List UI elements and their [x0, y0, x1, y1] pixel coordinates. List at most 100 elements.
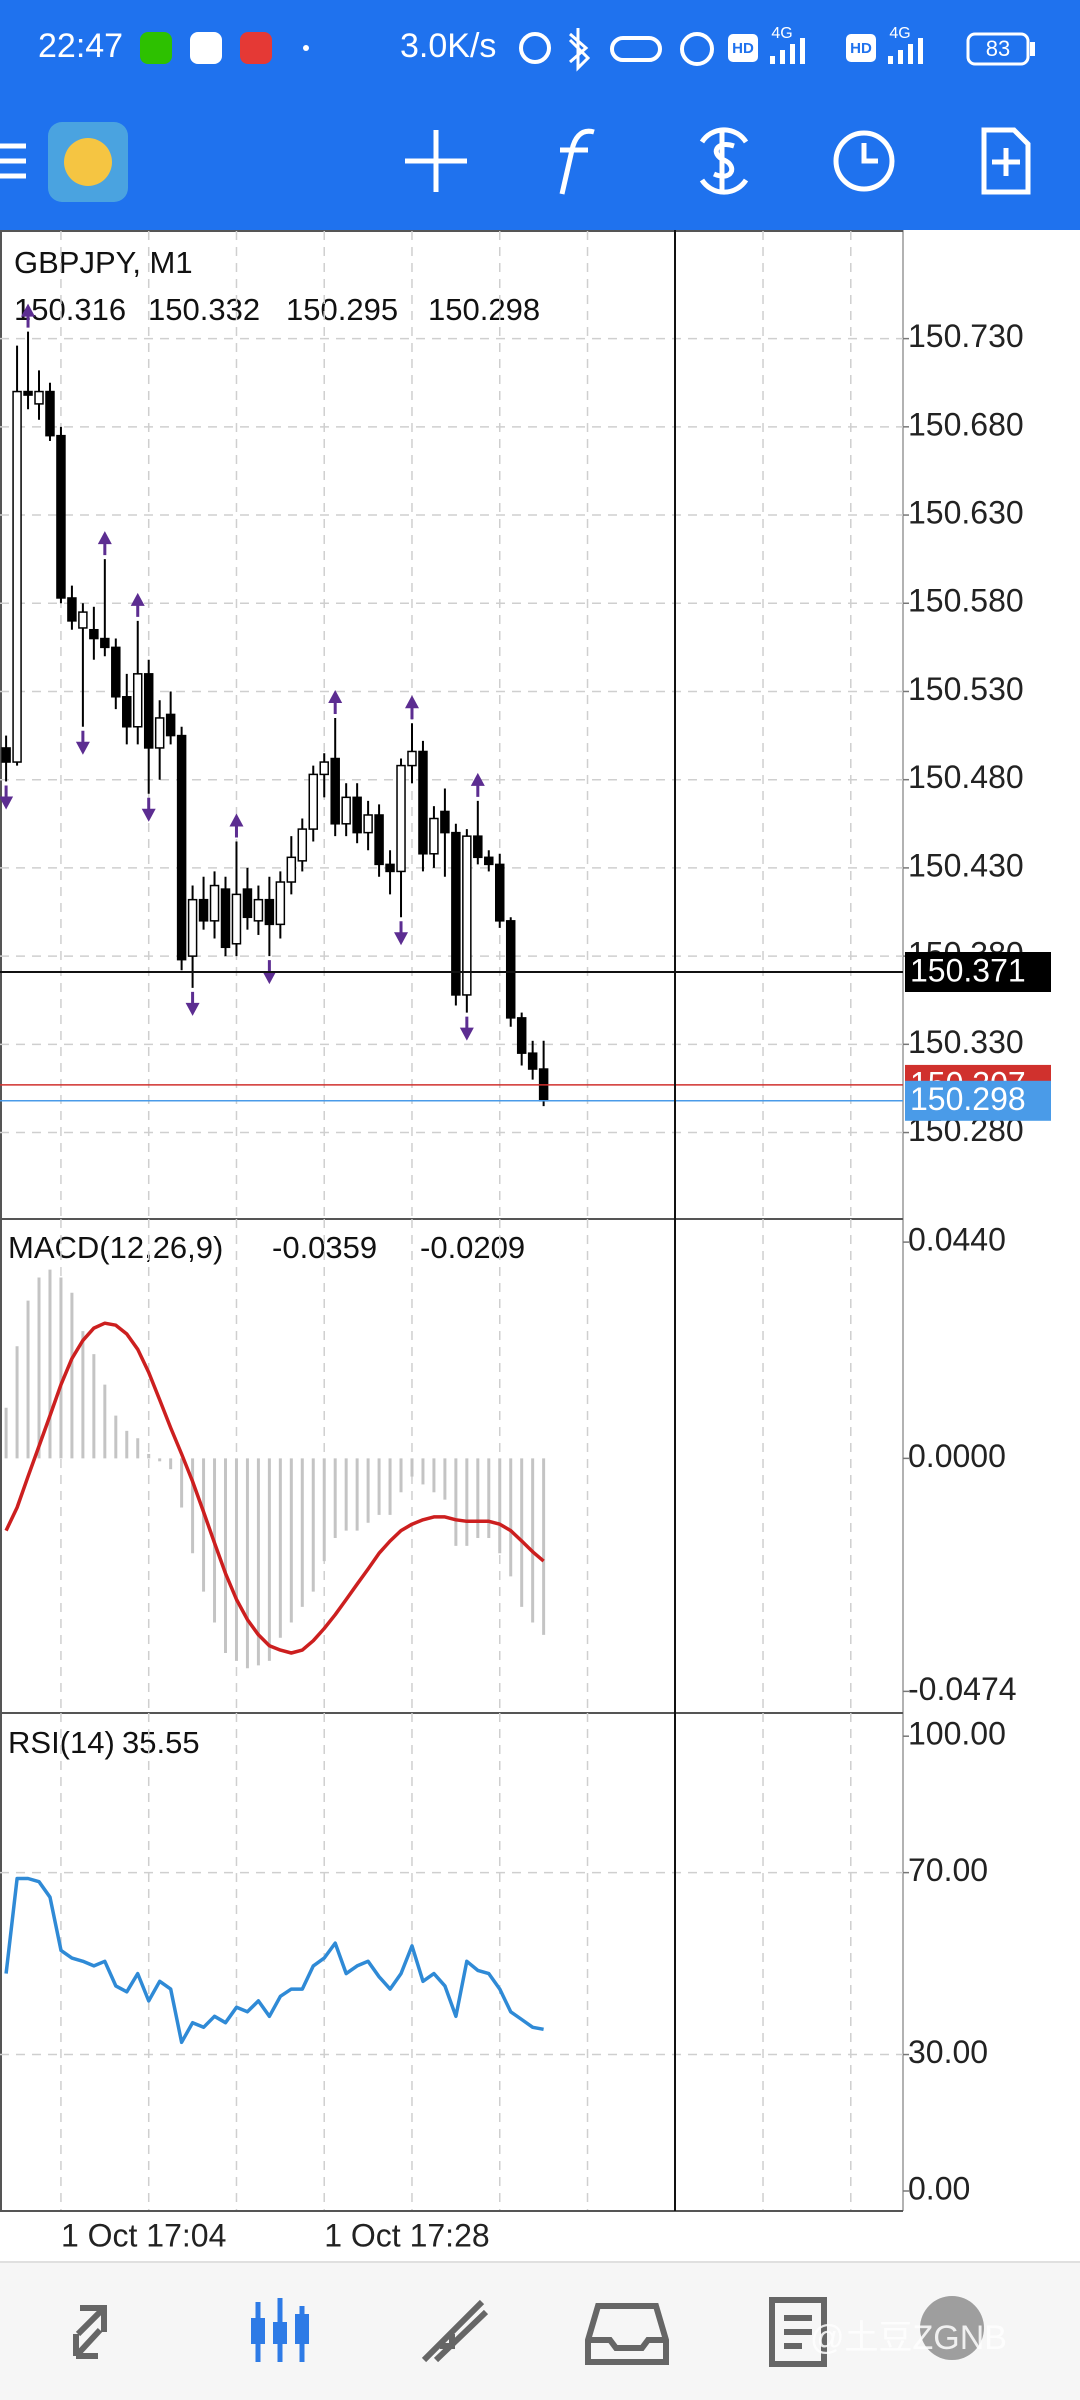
fractal-up — [229, 813, 244, 838]
candle-body — [286, 856, 297, 883]
hd-label: HD — [850, 40, 872, 57]
net-speed: 3.0K/s — [400, 27, 496, 65]
indicators-button[interactable] — [559, 128, 595, 195]
candle-body — [275, 881, 286, 926]
rsi-line — [4, 1876, 544, 2045]
y-tick-label: 150.530 — [908, 671, 1024, 707]
y-tick-label: 150.730 — [908, 318, 1024, 354]
music-icon — [240, 32, 272, 64]
candle-body — [396, 764, 406, 873]
clock-hands — [861, 143, 878, 164]
y-tick-label: -0.0474 — [908, 1671, 1017, 1707]
fractal-down — [75, 730, 90, 755]
y-tick-label: 150.330 — [908, 1024, 1024, 1060]
candle-body — [143, 673, 154, 749]
alarm-icon — [680, 32, 714, 66]
history-tab[interactable] — [585, 2303, 669, 2365]
hd-badge — [728, 34, 758, 62]
y-tick-label: 150.580 — [908, 583, 1024, 619]
chart-tab-candles — [251, 2314, 309, 2344]
signal-icon — [888, 38, 923, 64]
candle-body — [176, 734, 187, 961]
signal-icon — [770, 38, 805, 64]
candle-body — [484, 856, 494, 866]
fractal-up — [470, 772, 485, 797]
candle-body — [187, 898, 198, 957]
news-tab[interactable] — [769, 2297, 827, 2367]
candle-body — [308, 773, 319, 830]
macd-title: MACD(12,26,9) — [8, 1230, 223, 1265]
fractal-down — [459, 1016, 474, 1041]
candle-body — [319, 761, 329, 776]
status-time: 22:47 — [38, 27, 123, 65]
y-tick-label: 150.480 — [908, 759, 1024, 795]
ohlc-open: 150.316 — [14, 292, 126, 327]
net-label: 4G — [889, 25, 910, 42]
candle-body — [231, 893, 242, 945]
fractal-up — [97, 531, 112, 556]
y-tick-label: 150.630 — [908, 495, 1024, 531]
y-tick-label: 0.0000 — [908, 1438, 1006, 1474]
time-label: 1 Oct 17:28 — [324, 2217, 489, 2253]
y-tick-label: 0.0440 — [908, 1222, 1006, 1258]
candle-body — [418, 750, 428, 855]
candle-body — [297, 828, 308, 862]
crosshair-button[interactable] — [405, 130, 467, 192]
y-tick-label: 0.00 — [908, 2170, 970, 2206]
y-tick-label: 150.430 — [908, 847, 1024, 883]
battery-level: 83 — [986, 36, 1010, 61]
bid-price-label: 150.298 — [910, 1081, 1026, 1117]
y-tick-label: 100.00 — [908, 1716, 1006, 1752]
candle-body — [56, 434, 66, 599]
app-bar — [0, 0, 1080, 230]
bottom-nav — [0, 2262, 1080, 2400]
qq-icon — [190, 32, 222, 64]
symbol-title: GBPJPY, M1 — [14, 245, 193, 280]
candle-body — [407, 750, 417, 767]
candle-body — [253, 898, 264, 922]
app-logo-mark — [64, 138, 112, 186]
candle-body — [45, 390, 55, 437]
crosshair-price-label: 150.371 — [910, 952, 1026, 988]
trade-button[interactable] — [699, 127, 749, 195]
candle-body — [111, 646, 121, 698]
fractal-up — [130, 592, 145, 617]
candle-body — [1, 747, 11, 763]
candle-body — [23, 390, 33, 396]
ohlc-high: 150.332 — [148, 292, 260, 327]
fractal-up — [21, 303, 36, 328]
candle-body — [385, 863, 395, 873]
candle-body — [473, 835, 483, 859]
bluetooth-icon — [568, 28, 591, 72]
y-tick-label: 30.00 — [908, 2034, 988, 2070]
messages-tab[interactable] — [920, 2296, 984, 2360]
watermark: @土豆ZGNB — [810, 2319, 1007, 2357]
candle-body — [34, 390, 44, 405]
candle-body — [12, 390, 22, 763]
quotes-tab[interactable] — [73, 2305, 107, 2359]
candle-body — [154, 717, 165, 749]
candle-body — [264, 898, 275, 926]
timeframe-button[interactable] — [833, 130, 895, 192]
trade-tab[interactable] — [421, 2299, 489, 2363]
menu-button[interactable] — [0, 143, 26, 179]
candle-body — [516, 1017, 527, 1054]
battery-icon — [966, 32, 1030, 66]
dot — [303, 45, 309, 51]
chart-layer: 150.280150.330150.380150.430150.480150.5… — [0, 231, 1051, 2253]
candle-body — [330, 757, 340, 825]
candle-body — [440, 810, 450, 834]
fractal-up — [328, 689, 343, 714]
candle-body — [429, 817, 439, 855]
candle-body — [505, 920, 516, 1019]
hd-label: HD — [732, 40, 754, 57]
ohlc-low: 150.295 — [286, 292, 398, 327]
crosshair-price-box — [905, 952, 1051, 992]
candle-body — [78, 611, 88, 629]
candle-body — [352, 796, 362, 834]
new-order-button[interactable] — [981, 127, 1031, 195]
candle-body — [242, 888, 253, 919]
rsi-value: 35.55 — [122, 1725, 200, 1760]
candle-body — [198, 898, 209, 922]
